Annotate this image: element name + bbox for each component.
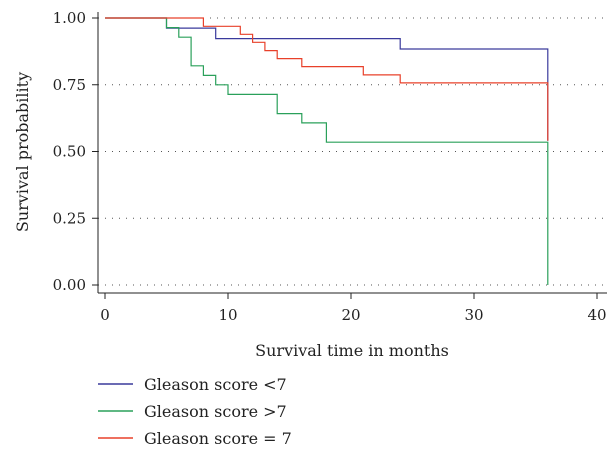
y-tick-label: 0.75 [53,76,86,94]
legend-label: Gleason score = 7 [144,429,292,448]
axes [97,12,607,294]
series-line-3 [105,17,549,141]
x-tick-label: 10 [218,306,237,324]
x-tick-label: 20 [341,306,360,324]
legend-label: Gleason score >7 [144,402,287,421]
y-axis-title: Survival probability [13,72,32,232]
gridlines [98,17,607,286]
x-tick-label: 40 [587,306,606,324]
x-tick-label: 0 [100,306,110,324]
ticks: 0.00 0.25 0.50 0.75 1.00 0 10 20 30 40 [53,9,607,324]
y-tick-label: 0.25 [53,209,86,227]
series-line-2 [105,17,549,285]
legend: Gleason score <7 Gleason score >7 Gleason … [98,375,292,448]
series-lines [105,17,549,285]
y-tick-label: 0.00 [53,276,86,294]
y-tick-label: 0.50 [53,143,86,161]
legend-label: Gleason score <7 [144,375,287,394]
x-axis-title: Survival time in months [255,341,449,360]
y-tick-label: 1.00 [53,9,86,27]
x-tick-label: 30 [464,306,483,324]
